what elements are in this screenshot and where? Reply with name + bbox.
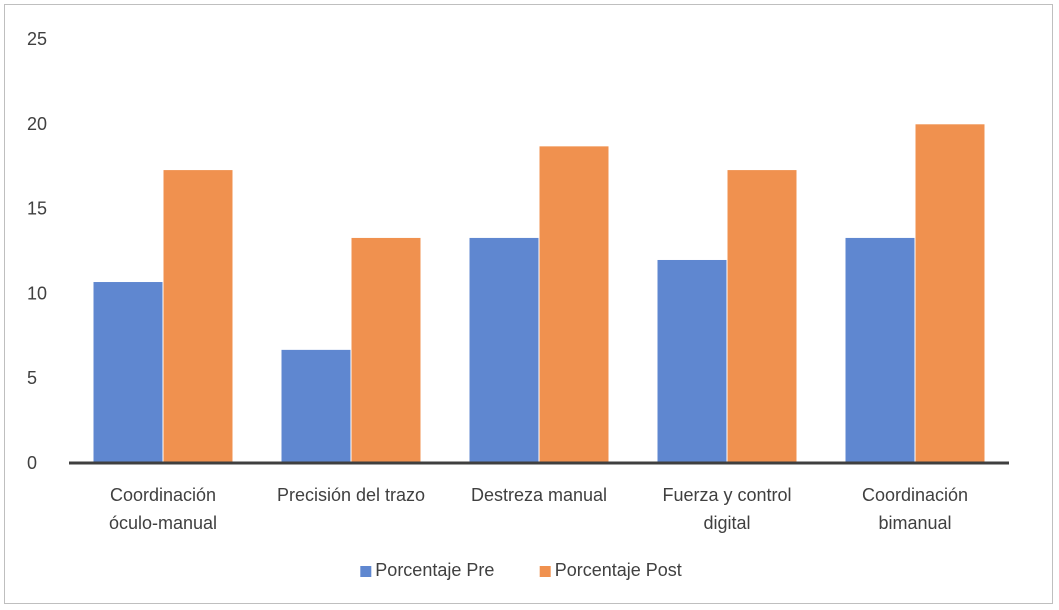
bar-post bbox=[726, 169, 798, 464]
legend-swatch-post bbox=[539, 566, 551, 577]
y-axis-ticks: 0 5 10 15 20 25 bbox=[27, 29, 47, 473]
bar-pre bbox=[656, 258, 728, 464]
bar-pre bbox=[468, 236, 540, 464]
legend-label-post: Porcentaje Post bbox=[555, 560, 682, 580]
chart-frame: 0 5 10 15 20 25 Coordinación óculo-manual Preci… bbox=[4, 4, 1053, 604]
category-label: Coordinación óculo-manual bbox=[109, 485, 217, 533]
bars bbox=[92, 123, 986, 464]
bar-post bbox=[350, 236, 422, 464]
bar-post bbox=[538, 145, 610, 464]
bar-pre bbox=[92, 281, 164, 464]
legend-label-pre: Porcentaje Pre bbox=[375, 560, 494, 580]
y-tick-label: 5 bbox=[27, 368, 37, 388]
bar-post bbox=[914, 123, 986, 464]
bar-chart: 0 5 10 15 20 25 Coordinación óculo-manual Preci… bbox=[27, 29, 1009, 580]
bar-post bbox=[162, 169, 234, 464]
category-labels: Coordinación óculo-manual Precisión del tr… bbox=[109, 485, 968, 533]
category-label: Destreza manual bbox=[471, 485, 607, 505]
y-tick-label: 25 bbox=[27, 29, 47, 49]
y-tick-label: 10 bbox=[27, 283, 47, 303]
legend-swatch-pre bbox=[360, 566, 372, 577]
bar-pre bbox=[844, 236, 916, 464]
bar-pre bbox=[280, 348, 352, 464]
category-label: Precisión del trazo bbox=[277, 485, 425, 505]
y-tick-label: 15 bbox=[27, 199, 47, 219]
y-tick-label: 20 bbox=[27, 114, 47, 134]
y-tick-label: 0 bbox=[27, 453, 37, 473]
legend: Porcentaje Pre Porcentaje Post bbox=[360, 560, 682, 580]
category-label: Coordinación bimanual bbox=[862, 485, 968, 533]
category-label: Fuerza y control digital bbox=[662, 485, 791, 533]
